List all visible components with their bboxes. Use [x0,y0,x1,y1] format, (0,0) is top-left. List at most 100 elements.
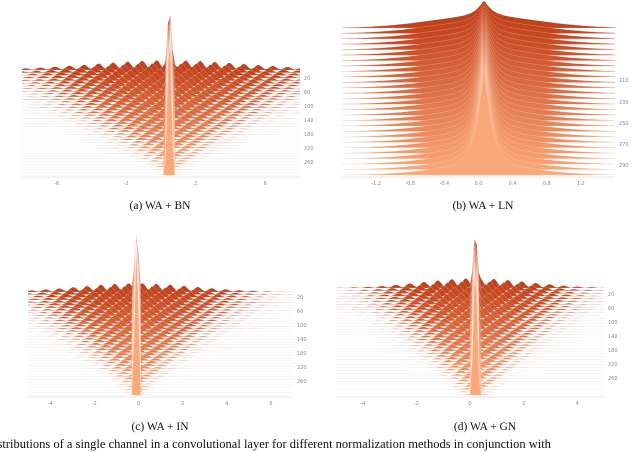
ridge-histogram [21,35,301,143]
ridge-histogram [27,251,294,393]
ridge-histogram [335,247,605,297]
ridge-histogram [21,29,301,106]
x-tick-label: -2 [124,181,129,187]
ridge-histogram [335,251,605,308]
ridge-histogram [27,244,294,356]
ridge-histogram [335,261,605,354]
ridge-histogram [27,240,294,319]
ridge-histogram [21,31,301,116]
ridge-histogram [21,29,301,119]
ridge-histogram [21,35,301,135]
ridge-histogram [27,247,294,351]
ridge-histogram [27,250,294,382]
ridge-histogram [27,244,294,332]
ridge-histogram [27,240,294,301]
ridge-histogram [21,39,301,159]
x-tick-label: 2 [522,401,525,407]
figure-caption: istributions of a single channel in a co… [0,437,551,451]
ridge-histogram [336,276,604,396]
ridge-histogram [27,246,294,364]
ridge-histogram [27,251,294,390]
y-tick-label: 20 [304,76,310,82]
x-tick-label: -2 [92,401,97,407]
x-tick-label: 2 [181,401,184,407]
y-tick-label: 230 [619,100,629,106]
y-tick-label: 180 [304,132,314,138]
ridge-histogram [27,249,294,372]
histogram-panel-b: -1.2 -0.8 -0.4 0.0 0.4 0.8 1.2 210 230 250 270 290 [341,0,629,187]
ridge-histogram [335,269,605,368]
ridge-histogram [335,251,605,316]
x-tick-label: 0 [137,401,140,407]
ridge-histogram [21,35,301,138]
ridge-histogram [335,246,605,305]
ridge-histogram [335,243,605,289]
x-tick-label: 1.2 [577,181,585,187]
y-tick-label: 100 [608,320,618,326]
ridge-histogram [27,247,294,359]
ridge-histogram [21,21,301,89]
ridge-histogram [22,33,300,141]
y-tick-label: 260 [608,376,618,382]
ridge-histogram [27,235,294,295]
x-tick-label: 0.8 [543,181,551,187]
ridge-histogram [21,26,301,95]
ridge-histogram [27,249,294,377]
y-tick-label: 140 [297,337,307,343]
ridge-histogram [27,237,294,308]
caption-a: (a) WA + BN [129,200,191,212]
ridge-histogram [27,242,294,338]
ridge-histogram [21,32,301,133]
y-tick-label: 20 [608,292,614,298]
histogram-panel-c: -4 -2 0 2 4 6 20 60 100 140 180 220 260 [27,234,307,407]
x-tick-label: -0.4 [439,181,449,187]
y-tick-label: 220 [608,362,618,368]
ridge-histogram [27,249,294,385]
ridge-histogram [27,242,294,311]
y-tick-label: 60 [608,306,614,312]
ridge-histogram [21,41,301,170]
y-tick-label: 260 [304,160,314,166]
ridge-histogram [335,276,605,390]
y-tick-label: 260 [297,379,307,385]
ridge-histogram [27,244,294,343]
ridge-histogram [21,20,301,79]
x-tick-label: 4 [576,401,579,407]
ridge-histogram [21,32,301,124]
ridge-histogram [21,37,301,146]
x-tick-label: -4 [360,401,365,407]
x-tick-label: -4 [48,401,53,407]
y-tick-label: 100 [297,323,307,329]
ridge-histogram [21,40,301,157]
ridge-histogram [27,240,294,293]
y-tick-label: 180 [608,348,618,354]
ridge-histogram [21,36,301,149]
ridge-histogram [21,23,301,76]
y-tick-label: 220 [297,365,307,371]
caption-c: (c) WA + IN [131,421,189,433]
ridge-histogram [21,26,301,98]
ridge-histogram [27,249,294,369]
ridge-histogram [335,265,605,357]
ridge-histogram [341,70,616,176]
ridge-histogram [27,245,294,353]
ridge-histogram [335,272,605,379]
histogram-panel-a: -6 -2 2 6 20 60 100 140 180 220 260 [21,14,314,187]
x-tick-label: 6 [269,401,272,407]
ridge-histogram [335,263,605,349]
ridge-histogram [21,14,301,71]
ridge-histogram [27,240,294,303]
ridge-histogram [335,240,605,294]
ridge-histogram [21,27,301,108]
ridge-histogram [21,25,301,87]
y-tick-label: 20 [297,295,303,301]
y-tick-label: 140 [608,334,618,340]
ridge-histogram [335,253,605,319]
ridge-histogram [335,266,605,365]
ridge-histogram [27,250,294,380]
ridge-histogram [21,25,301,111]
ridge-histogram [27,242,294,345]
y-tick-label: 60 [297,309,303,315]
ridge-histogram [27,244,294,348]
x-tick-label: -0.8 [405,181,415,187]
